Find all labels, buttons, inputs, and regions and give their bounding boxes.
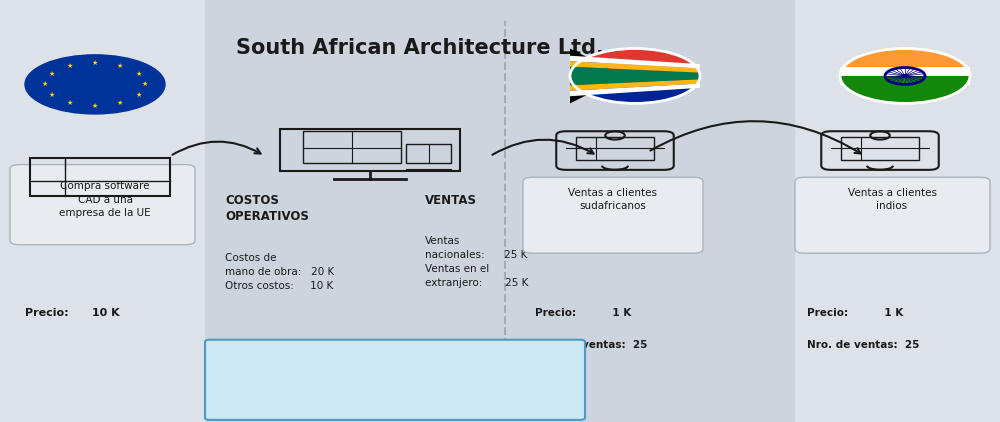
Circle shape — [570, 49, 700, 103]
Text: Ventas a clientes
sudafricanos: Ventas a clientes sudafricanos — [568, 188, 658, 211]
Polygon shape — [570, 61, 700, 73]
FancyBboxPatch shape — [205, 340, 585, 420]
Text: Nro. de ventas:  25: Nro. de ventas: 25 — [535, 340, 647, 350]
Wedge shape — [570, 76, 700, 103]
Text: Compra software
CAD a una
empresa de la UE: Compra software CAD a una empresa de la … — [59, 181, 151, 218]
Wedge shape — [840, 49, 970, 76]
Text: ★: ★ — [49, 71, 55, 77]
Text: ★: ★ — [92, 103, 98, 108]
FancyBboxPatch shape — [205, 0, 795, 422]
Text: 10 K (ganancias): 10 K (ganancias) — [288, 382, 393, 392]
Text: ★: ★ — [49, 92, 55, 98]
Circle shape — [25, 55, 165, 114]
Text: totales) =: totales) = — [220, 382, 279, 392]
FancyBboxPatch shape — [795, 177, 990, 253]
Text: ★: ★ — [67, 63, 73, 69]
Text: ★: ★ — [117, 63, 123, 69]
Circle shape — [840, 49, 970, 103]
Text: Ventas
nacionales:      25 K
Ventas en el
extranjero:       25 K: Ventas nacionales: 25 K Ventas en el ext… — [425, 236, 528, 288]
Text: Precio:          1 K: Precio: 1 K — [807, 308, 903, 318]
Text: VENTAS: VENTAS — [425, 194, 477, 207]
Text: Nro. de ventas:  25: Nro. de ventas: 25 — [807, 340, 919, 350]
FancyBboxPatch shape — [795, 0, 1000, 422]
Text: 50 K (ventas) – 40 K (costos: 50 K (ventas) – 40 K (costos — [295, 352, 454, 362]
Wedge shape — [570, 49, 700, 76]
FancyBboxPatch shape — [10, 165, 195, 245]
Text: GANANCIAS:: GANANCIAS: — [220, 352, 298, 362]
Text: ★: ★ — [67, 100, 73, 106]
Text: COSTOS
OPERATIVOS: COSTOS OPERATIVOS — [225, 194, 309, 223]
Wedge shape — [840, 76, 970, 103]
FancyBboxPatch shape — [0, 0, 205, 422]
Polygon shape — [570, 56, 700, 68]
Bar — [840, 67, 970, 85]
Text: ★: ★ — [142, 81, 148, 87]
Text: Precio:      10 K: Precio: 10 K — [25, 308, 120, 318]
Polygon shape — [570, 79, 700, 91]
Circle shape — [570, 49, 700, 103]
Text: Costos de
mano de obra:   20 K
Otros costos:     10 K: Costos de mano de obra: 20 K Otros costo… — [225, 253, 334, 291]
Polygon shape — [570, 67, 700, 85]
FancyBboxPatch shape — [523, 177, 703, 253]
Text: ★: ★ — [135, 92, 141, 98]
Polygon shape — [570, 49, 625, 103]
Text: ★: ★ — [117, 100, 123, 106]
Text: Precio:          1 K: Precio: 1 K — [535, 308, 631, 318]
Text: South African Architecture Ltd.: South African Architecture Ltd. — [236, 38, 604, 58]
Polygon shape — [570, 84, 700, 96]
Circle shape — [902, 75, 908, 77]
Text: ★: ★ — [42, 81, 48, 87]
Text: Ventas a clientes
indios: Ventas a clientes indios — [848, 188, 936, 211]
Text: ★: ★ — [135, 71, 141, 77]
Text: ★: ★ — [92, 60, 98, 66]
